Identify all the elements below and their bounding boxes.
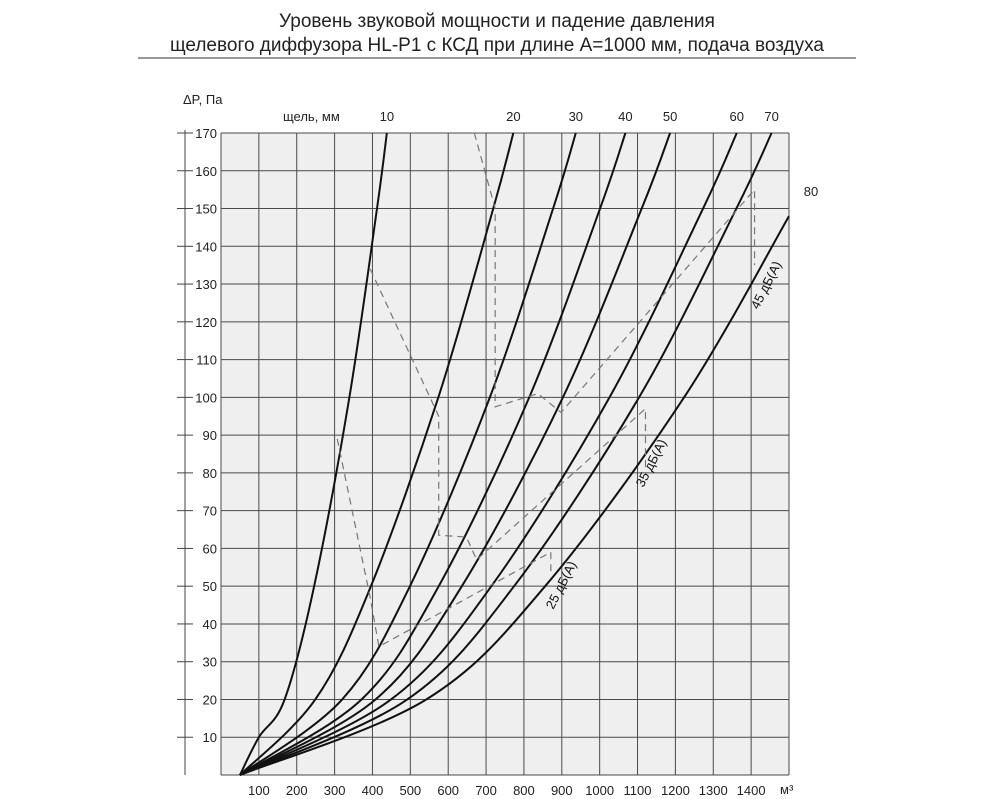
series-label-70: 70 bbox=[764, 109, 778, 124]
x-tick-label: 500 bbox=[399, 783, 421, 798]
x-tick-label: 1300 bbox=[699, 783, 728, 798]
x-tick-label: 1100 bbox=[624, 783, 652, 798]
series-curve-60 bbox=[239, 132, 738, 776]
series-curve-10 bbox=[239, 132, 388, 776]
y-tick-label: 120 bbox=[195, 315, 217, 330]
x-tick-label: 600 bbox=[437, 783, 459, 798]
y-axis-label: ΔP, Па bbox=[183, 92, 223, 107]
x-tick-label: 1400 bbox=[737, 783, 766, 798]
x-tick-label: 200 bbox=[286, 783, 308, 798]
plot-area: 10 20 30 40 50 60 70 80 90 100 110 120 130 140 150 160 1… bbox=[177, 109, 818, 798]
series-label-80: 80 bbox=[804, 184, 818, 199]
chart-title-line-2: щелевого диффузора HL-P1 с КСД при длине… bbox=[170, 35, 824, 56]
y-tick-label: 40 bbox=[203, 617, 217, 632]
series-curve-80 bbox=[239, 215, 790, 776]
y-tick-label: 150 bbox=[195, 202, 217, 217]
series-label: щель, мм bbox=[283, 109, 340, 124]
y-tick-label: 50 bbox=[203, 579, 217, 594]
y-tick-label: 170 bbox=[195, 126, 217, 141]
x-tick-label: 900 bbox=[551, 783, 573, 798]
chart-title-line-1: Уровень звуковой мощности и падение давл… bbox=[279, 11, 715, 32]
series-label-50: 50 bbox=[663, 109, 677, 124]
series-curve-30 bbox=[239, 132, 577, 776]
series-curve-20 bbox=[239, 132, 515, 776]
y-tick-label: 110 bbox=[196, 353, 217, 368]
y-tick-label: 160 bbox=[195, 164, 217, 179]
series-curve-70 bbox=[239, 132, 773, 776]
sound-level-line bbox=[473, 132, 756, 414]
series-label-30: 30 bbox=[569, 109, 583, 124]
x-tick-label: 300 bbox=[324, 783, 346, 798]
y-tick-label: 80 bbox=[203, 466, 217, 481]
sound-level-line bbox=[369, 268, 647, 561]
y-tick-label: 20 bbox=[203, 692, 217, 707]
y-tick-label: 140 bbox=[195, 239, 217, 254]
series-curve-50 bbox=[239, 132, 672, 776]
series-curve-40 bbox=[239, 132, 627, 776]
x-tick-label: 400 bbox=[362, 783, 384, 798]
series-label-60: 60 bbox=[730, 109, 744, 124]
y-tick-label: 90 bbox=[203, 428, 217, 443]
x-tick-label: 800 bbox=[513, 783, 535, 798]
series-label-40: 40 bbox=[618, 109, 632, 124]
x-tick-label: 100 bbox=[248, 783, 270, 798]
x-tick-label: 1000 bbox=[585, 783, 614, 798]
y-tick-label: 10 bbox=[203, 730, 217, 745]
y-tick-label: 70 bbox=[203, 504, 217, 519]
series-label-20: 20 bbox=[506, 109, 520, 124]
x-axis-label: м³ bbox=[780, 782, 794, 797]
x-tick-label: 1200 bbox=[661, 783, 690, 798]
y-tick-label: 60 bbox=[203, 541, 217, 556]
y-tick-label: 100 bbox=[195, 390, 217, 405]
series-label-10: 10 bbox=[380, 109, 394, 124]
x-tick-label: 700 bbox=[475, 783, 497, 798]
y-tick-label: 130 bbox=[195, 277, 217, 292]
y-tick-label: 30 bbox=[203, 655, 217, 670]
sound-level-line bbox=[336, 438, 552, 648]
